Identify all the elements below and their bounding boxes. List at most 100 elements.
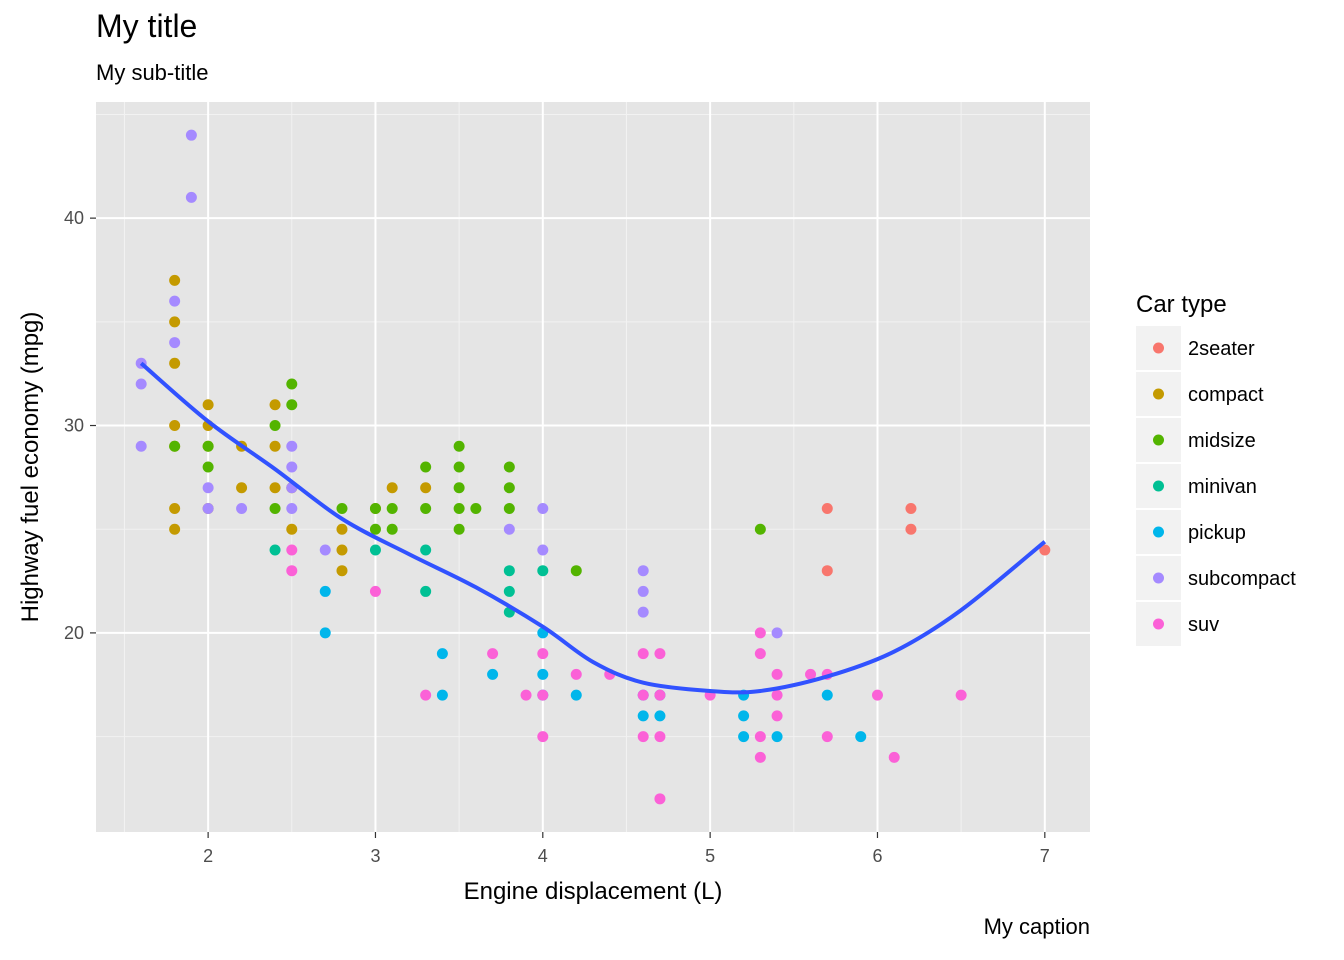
x-tick-label: 3 [370, 846, 380, 866]
data-point-subcompact [771, 627, 783, 639]
data-point-subcompact [637, 606, 649, 618]
data-point-compact [169, 502, 181, 514]
data-point-compact [336, 544, 348, 556]
data-point-compact [286, 523, 298, 535]
data-point-suv [754, 648, 766, 660]
data-point-2seater [821, 502, 833, 514]
data-point-suv [654, 731, 666, 743]
data-point-pickup [637, 710, 649, 722]
data-point-suv [805, 668, 817, 680]
data-point-suv [537, 648, 549, 660]
data-point-subcompact [537, 544, 549, 556]
data-point-pickup [771, 731, 783, 743]
data-point-pickup [654, 710, 666, 722]
data-point-suv [871, 689, 883, 701]
y-tick-label: 40 [64, 208, 84, 228]
y-tick-label: 20 [64, 623, 84, 643]
data-point-pickup [570, 689, 582, 701]
data-point-compact [169, 274, 181, 286]
data-point-subcompact [637, 585, 649, 597]
data-point-compact [169, 523, 181, 535]
data-point-suv [570, 668, 582, 680]
data-point-midsize [754, 523, 766, 535]
legend-label-pickup: pickup [1188, 522, 1246, 544]
data-point-midsize [453, 482, 465, 494]
data-point-compact [169, 316, 181, 328]
data-point-pickup [537, 668, 549, 680]
legend-point-midsize [1153, 434, 1164, 446]
chart-caption: My caption [983, 914, 1090, 939]
data-point-midsize [369, 502, 381, 514]
data-point-2seater [821, 565, 833, 577]
data-point-suv [654, 689, 666, 701]
chart-subtitle: My sub-title [96, 60, 209, 85]
data-point-suv [654, 793, 666, 805]
legend-label-suv: suv [1188, 614, 1219, 636]
data-point-compact [269, 399, 281, 411]
data-point-midsize [503, 482, 515, 494]
legend-point-suv [1153, 618, 1164, 630]
data-point-pickup [319, 627, 331, 639]
data-point-pickup [487, 668, 499, 680]
data-point-pickup [738, 731, 750, 743]
data-point-subcompact [202, 482, 214, 494]
data-point-suv [754, 751, 766, 763]
data-point-pickup [821, 689, 833, 701]
data-point-subcompact [236, 502, 248, 514]
data-point-compact [269, 482, 281, 494]
chart-title: My title [96, 8, 198, 44]
data-point-compact [236, 482, 248, 494]
data-point-2seater [1039, 544, 1051, 556]
data-point-compact [169, 357, 181, 369]
data-point-midsize [202, 461, 214, 473]
x-tick-label: 5 [705, 846, 715, 866]
data-point-suv [286, 565, 298, 577]
data-point-suv [369, 585, 381, 597]
data-point-subcompact [169, 337, 181, 349]
data-point-suv [771, 668, 783, 680]
data-point-midsize [286, 399, 298, 411]
data-point-pickup [319, 585, 331, 597]
x-tick-label: 6 [872, 846, 882, 866]
minor-gridlines [96, 102, 1090, 832]
data-point-compact [420, 482, 432, 494]
data-point-midsize [269, 502, 281, 514]
data-point-suv [286, 544, 298, 556]
legend-title: Car type [1136, 291, 1227, 318]
data-point-subcompact [135, 378, 147, 390]
data-point-minivan [369, 544, 381, 556]
data-point-suv [637, 731, 649, 743]
data-point-subcompact [135, 440, 147, 452]
legend-point-2seater [1153, 342, 1164, 354]
data-point-midsize [570, 565, 582, 577]
data-point-pickup [436, 648, 448, 660]
data-point-compact [336, 565, 348, 577]
legend-label-2seater: 2seater [1188, 338, 1255, 360]
data-point-midsize [369, 523, 381, 535]
legend-point-compact [1153, 388, 1164, 400]
data-point-compact [386, 482, 398, 494]
data-point-midsize [453, 523, 465, 535]
data-point-minivan [269, 544, 281, 556]
data-point-midsize [336, 502, 348, 514]
legend-point-minivan [1153, 480, 1164, 492]
data-point-midsize [453, 502, 465, 514]
data-point-midsize [386, 502, 398, 514]
data-point-pickup [855, 731, 867, 743]
data-point-minivan [503, 585, 515, 597]
x-tick-label: 7 [1040, 846, 1050, 866]
legend-point-subcompact [1153, 572, 1164, 584]
legend-label-compact: compact [1188, 384, 1264, 406]
plot-panel [96, 102, 1090, 832]
data-point-suv [520, 689, 532, 701]
x-tick-label: 2 [203, 846, 213, 866]
legend: Car type 2seater compact midsize minivan pic… [1136, 291, 1296, 646]
data-point-minivan [420, 544, 432, 556]
data-point-subcompact [169, 295, 181, 307]
data-point-subcompact [319, 544, 331, 556]
data-point-pickup [436, 689, 448, 701]
data-point-midsize [169, 440, 181, 452]
data-point-suv [637, 648, 649, 660]
data-point-midsize [386, 523, 398, 535]
data-point-2seater [905, 502, 917, 514]
